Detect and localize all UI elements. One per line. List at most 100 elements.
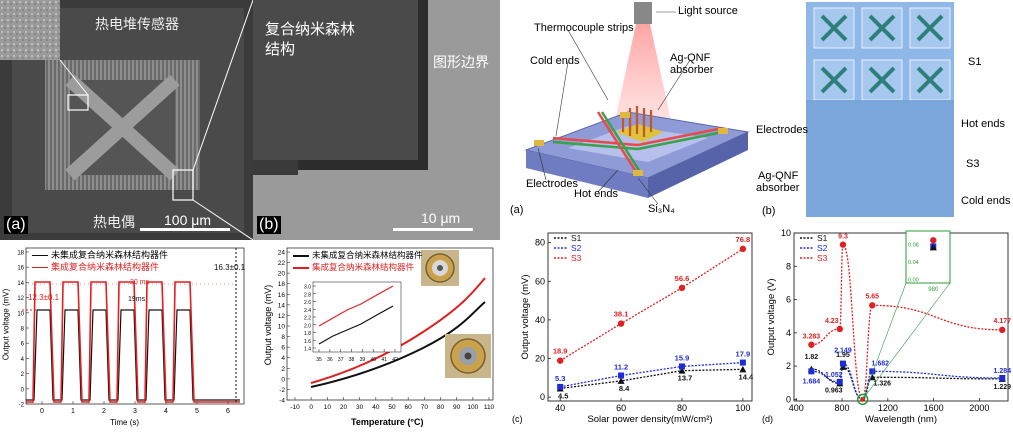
- x-axis-label: Solar power density(mW/cm²): [587, 414, 712, 425]
- data-label-s2: 1.682: [872, 360, 890, 367]
- sem-right-scale-bar: 10 μm: [421, 210, 461, 226]
- temperature-plot: -4 -2 0 2 4 6 8 10 12 14 16 18 20 22 24 -10 0 10 20 30 40 50…: [253, 240, 500, 432]
- data-point-s3: [869, 302, 876, 309]
- data-point-s2: [808, 368, 815, 375]
- sem-image-thermopile: 热电堆传感器 热电偶 100 μm (a): [0, 0, 253, 240]
- data-point-s2: [557, 383, 564, 390]
- temp-legend: 未集成复合纳米森林结构器件 集成复合纳米森林结构器件: [293, 249, 423, 273]
- temp-xtick-label: 70: [421, 404, 429, 411]
- data-point-s2: [836, 378, 843, 385]
- data-label-s1: 8.4: [619, 384, 630, 393]
- data-label-s3: 9.3: [838, 234, 848, 241]
- temp-ytick-label: 20: [278, 271, 286, 278]
- y-tick-label: 80: [535, 238, 545, 248]
- pulse-ytick-label: 0: [21, 387, 25, 393]
- data-label-s3: 76.8: [736, 235, 751, 244]
- x-tick-label: 100: [735, 403, 750, 413]
- data-label-s2: 5.3: [555, 374, 565, 383]
- temp-legend-item-red: 集成复合纳米森林结构器件: [293, 261, 423, 273]
- temp-inset-xtick-label: 41: [381, 357, 387, 363]
- x-tick-label: 60: [616, 403, 626, 413]
- temp-inset-ytick-label: 3.0: [304, 285, 311, 291]
- pulse-ytick-label: 16: [17, 266, 24, 272]
- label-substrate: Si₃N₄: [648, 203, 675, 215]
- temp-ytick-label: 22: [278, 260, 286, 267]
- micro-label-s1: S1: [968, 56, 982, 68]
- pulse-xtick-label: 0: [40, 408, 44, 415]
- label-light-source: Light source: [678, 5, 738, 17]
- temp-ytick-label: 16: [278, 292, 286, 299]
- inset-ytick-label: 0.08: [908, 242, 919, 248]
- series-line-s2: [560, 361, 743, 388]
- data-label-s1: 1.82: [805, 354, 819, 361]
- temp-inset-ytick-label: 2.6: [304, 300, 311, 306]
- temp-inset-ytick-label: 2.0: [304, 323, 311, 329]
- temp-legend-label-black: 未集成复合纳米森林结构器件: [312, 250, 423, 260]
- temp-inset-black: [318, 305, 394, 345]
- pulse-annotation-19ms: 19ms: [128, 296, 146, 303]
- temp-xtick-label: 40: [372, 404, 380, 411]
- y-tick-label: 10: [781, 228, 791, 238]
- inset-connector: [862, 282, 951, 400]
- data-point-s3: [808, 341, 815, 348]
- temp-inset-frame: [312, 281, 402, 353]
- data-point-s3: [999, 326, 1006, 334]
- temp-xtick-label: -10: [290, 404, 300, 411]
- schematic-graphic: [524, 2, 750, 205]
- data-label-s1: 13.7: [678, 374, 693, 383]
- micro-label-electrodes: Electrodes: [756, 124, 808, 136]
- temp-xtick-label: 20: [340, 404, 348, 411]
- temp-inset-ytick-label: 2.2: [304, 316, 311, 322]
- temp-inset-xtick-label: 38: [349, 357, 355, 363]
- y-tick-label: 8: [786, 261, 791, 271]
- label-hot-ends: Hot ends: [574, 188, 619, 200]
- plot-frame: [547, 232, 753, 402]
- data-point-980: [860, 396, 866, 402]
- series-line-s3: [811, 243, 1003, 400]
- micrograph-graphic: [806, 2, 954, 217]
- pulse-series-black: [26, 309, 240, 401]
- temp-ytick-label: 12: [278, 313, 286, 320]
- sensor-cell-pattern: [916, 14, 944, 42]
- pulse-xtick-label: 6: [226, 408, 230, 415]
- sem-right-title-line2: 结构: [265, 41, 296, 58]
- pulse-ytick-label: 12: [17, 296, 24, 302]
- inset-connector: [862, 282, 907, 400]
- temp-xtick-label: 80: [437, 404, 445, 411]
- label-cold-ends: Cold ends: [530, 55, 580, 67]
- temp-ytick-label: -2: [279, 387, 285, 394]
- temp-legend-label-red: 集成复合纳米森林结构器件: [312, 262, 415, 272]
- pulse-xtick-label: 2: [102, 408, 106, 415]
- y-tick-label: 2: [786, 361, 791, 371]
- sem-left-scale-bar: 100 μm: [164, 212, 211, 228]
- panel-label: (d): [762, 414, 773, 424]
- temp-xtick-label: 90: [453, 404, 461, 411]
- x-tick-label: 1200: [878, 403, 898, 413]
- device-micrograph: S1 Electrodes Hot ends S3 Ag-QNF absorbe…: [756, 0, 1013, 225]
- temp-inset-xtick-label: 42: [392, 357, 398, 363]
- pulse-ytick-label: -2: [19, 403, 25, 409]
- light-source-icon: [634, 2, 652, 24]
- data-point-s3: [678, 284, 686, 292]
- data-label-s3: 38.1: [614, 310, 629, 319]
- x-tick-label: 800: [835, 403, 850, 413]
- pulse-legend-label-red: 集成复合纳米森林结构器件: [51, 262, 160, 272]
- y-tick-label: 4: [786, 328, 791, 338]
- data-point-s3: [839, 241, 847, 248]
- chart-d: 400 800 1200 1600 2000 0 2 4 6 8 10 Wavelength (nm)…: [758, 225, 1013, 432]
- sensor-cell-pattern: [868, 66, 896, 94]
- data-point-s2: [678, 363, 685, 370]
- temp-xtick-label: 110: [484, 404, 495, 411]
- panel-label-a-left: (a): [4, 216, 28, 234]
- temp-inset-ytick-label: 1.8: [304, 331, 311, 337]
- temp-ytick-label: 24: [278, 250, 286, 257]
- pulse-series-red: [26, 281, 240, 403]
- temp-xtick-label: 50: [388, 404, 396, 411]
- micro-label-s3: S3: [966, 158, 980, 170]
- temp-ytick-label: 0: [281, 376, 285, 383]
- sem-nanoforest-graphic: [253, 0, 500, 240]
- x-tick-label: 1600: [924, 403, 944, 413]
- inset-ytick-label: 0.04: [908, 260, 919, 266]
